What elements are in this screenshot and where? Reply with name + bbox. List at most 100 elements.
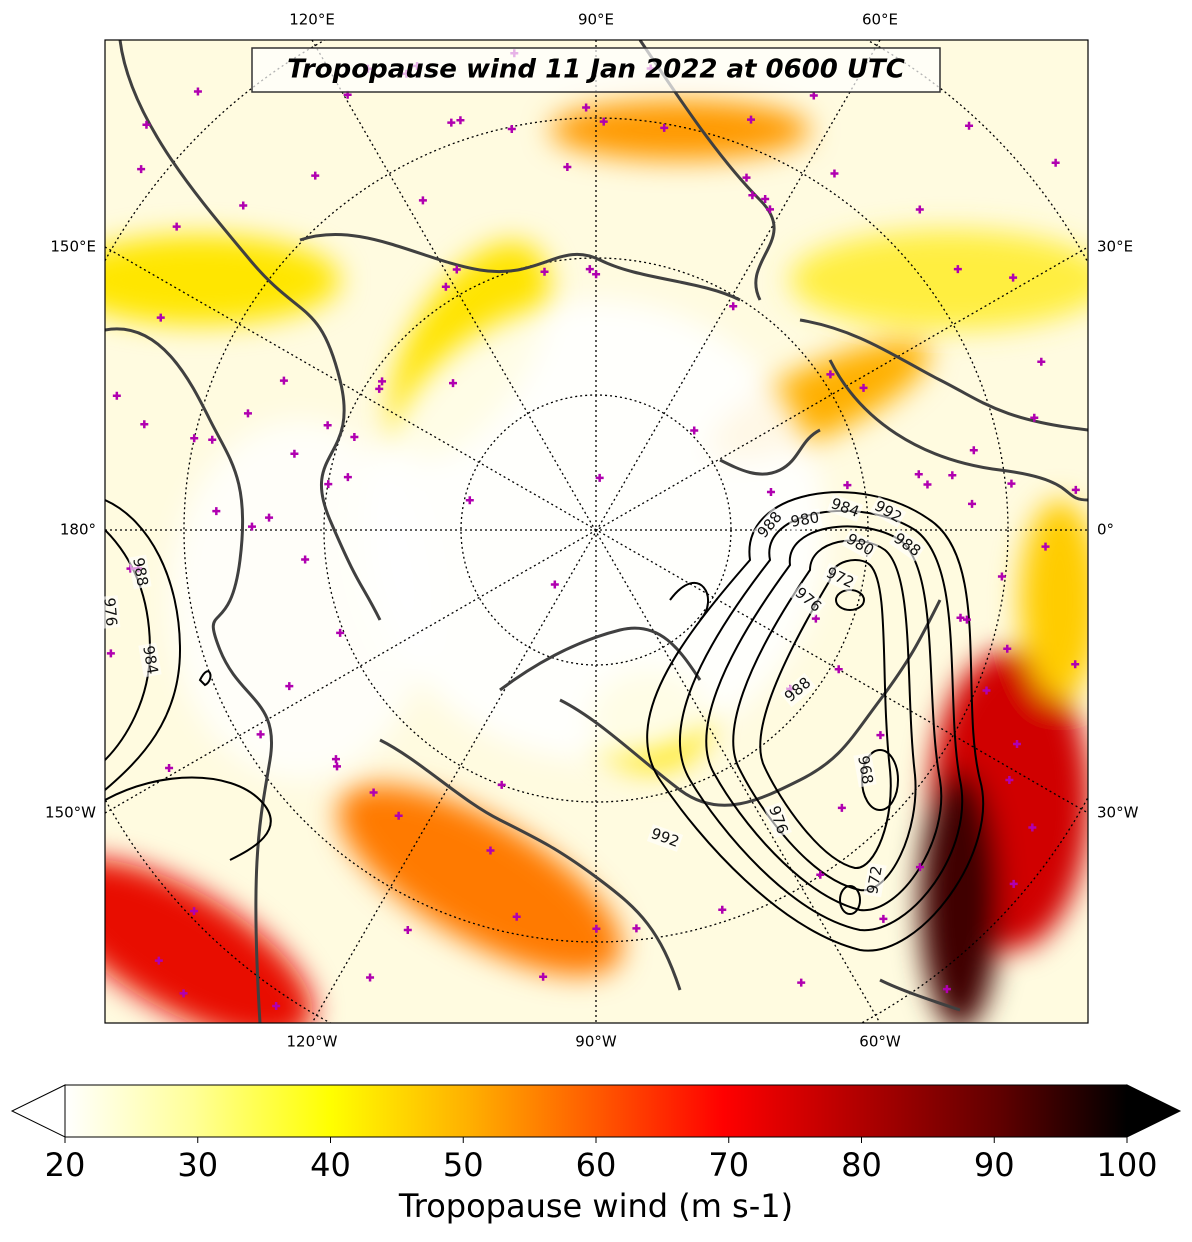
station-marker [1071,485,1080,494]
station-marker [982,686,991,695]
pressure-contours [105,491,985,952]
station-marker [507,124,516,133]
contour-label-bg [789,582,827,618]
station-marker [179,989,188,998]
colorbar-tick-label: 90 [974,1146,1015,1184]
contour-label-group: 984 [826,494,864,522]
longitude-label: 30°W [1097,804,1139,822]
station-marker [1009,879,1018,888]
station-marker [1037,357,1046,366]
station-marker [914,470,923,479]
station-marker [190,434,199,443]
longitude-label: 150°W [45,804,96,822]
station-marker [923,480,932,489]
station-marker [1041,542,1050,551]
colorbar-tick-label: 30 [177,1146,218,1184]
station-marker [563,162,572,171]
station-marker [830,169,839,178]
station-marker [592,270,601,279]
station-marker [797,978,806,987]
station-marker [915,205,924,214]
station-marker [154,956,163,965]
station-marker [272,1001,281,1010]
contour-label: 972 [863,864,886,895]
station-marker [1007,479,1016,488]
station-marker [742,173,751,182]
station-marker [279,376,288,385]
station-marker [766,487,775,496]
colorbar-label: Tropopause wind (m s-1) [398,1187,793,1225]
station-marker [369,788,378,797]
station-marker [843,481,852,490]
station-marker [879,914,888,923]
station-marker [1028,823,1037,832]
station-marker [834,665,843,674]
contour-label-bg [764,801,792,839]
colorbar-tick-label: 60 [576,1146,617,1184]
contour-label-bg [787,508,823,532]
station-marker [660,123,669,132]
title-box [251,47,941,93]
contour-label: 968 [854,754,877,785]
contour-label-group: 984 [138,642,162,678]
station-marker [956,613,965,622]
contour-label-bg [888,528,926,562]
station-marker [747,115,756,124]
longitude-label: 120°W [287,1033,338,1051]
colorbar-extend-low [10,1084,66,1138]
station-marker [915,863,924,872]
station-marker [962,615,971,624]
station-marker [948,471,957,480]
station-marker [336,628,345,637]
station-marker [953,265,962,274]
station-marker [1005,776,1014,785]
station-marker [447,118,456,127]
station-marker [729,302,738,311]
contour-label-bg [99,595,121,629]
contour-label-group: 972 [863,862,887,898]
station-marker [441,282,450,291]
contour-label: 976 [100,597,120,627]
station-marker [285,682,294,691]
station-marker [1030,413,1039,422]
station-marker [333,762,342,771]
station-marker [497,780,506,789]
station-marker [239,201,248,210]
colorbar: 20 30 40 50 60 70 80 90 100 Tropopause wind (m s… [10,1084,1182,1225]
station-marker [378,377,387,386]
station-marker [301,555,310,564]
station-marker [193,87,202,96]
longitude-label: 180° [60,521,96,539]
station-marker [811,614,820,623]
station-marker [212,507,221,516]
station-marker [265,513,274,522]
station-marker [540,267,549,276]
longitude-label: 120°E [289,11,335,29]
station-marker [331,755,340,764]
colorbar-tick-label: 80 [841,1146,882,1184]
longitude-label: 30°E [1097,238,1133,256]
contour-label-group: 980 [787,508,823,532]
contour-label-bg [826,494,864,522]
contour-label-group: 988 [128,554,152,590]
contour-label: 988 [129,556,152,587]
station-marker [311,171,320,180]
station-marker [190,907,199,916]
longitude-label: 0° [1097,521,1114,539]
station-marker [208,435,217,444]
longitude-labels: 120°E 90°E 60°E 120°W 90°W 60°W 150°E 180° 150°W… [45,11,1139,1051]
station-marker [550,580,559,589]
station-marker [512,912,521,921]
station-marker [968,499,977,508]
contour-label-bg [863,862,887,898]
title: Tropopause wind 11 Jan 2022 at 0600 UTC [287,55,905,85]
station-marker [748,191,757,200]
station-marker [350,432,359,441]
contour-label: 984 [139,644,162,675]
map-field [105,40,1088,1023]
station-marker [140,420,149,429]
station-marker [394,811,403,820]
contour-label: 980 [789,508,820,531]
station-marker [137,165,146,174]
station-marker [290,449,299,458]
